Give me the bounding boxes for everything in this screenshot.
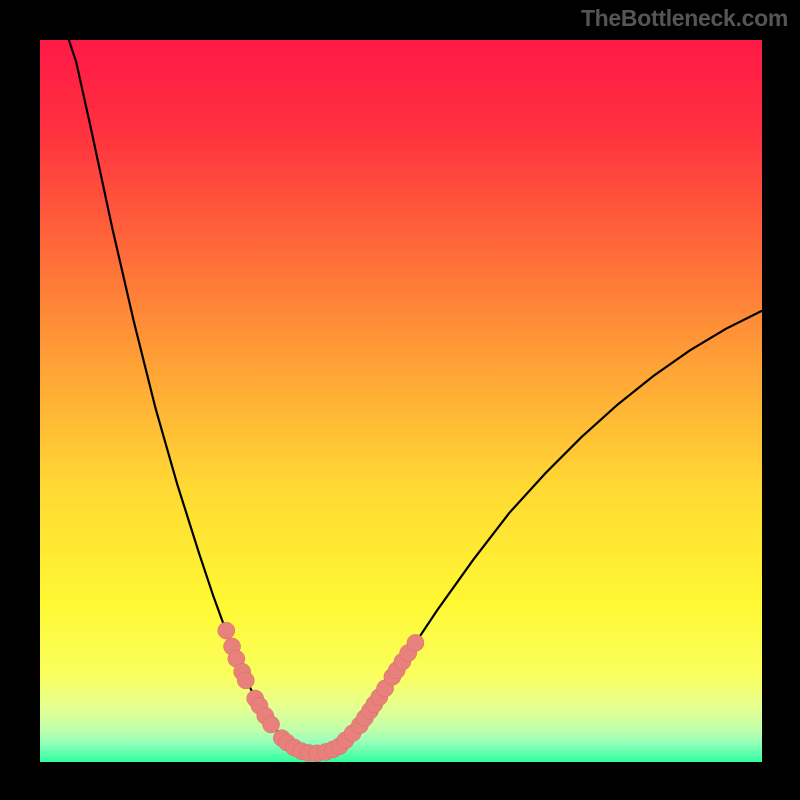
marker-dot xyxy=(407,634,424,651)
marker-dot xyxy=(263,716,280,733)
plot-area xyxy=(40,40,762,762)
marker-dot xyxy=(218,622,235,639)
watermark-text: TheBottleneck.com xyxy=(581,5,788,32)
marker-dot xyxy=(237,672,254,689)
